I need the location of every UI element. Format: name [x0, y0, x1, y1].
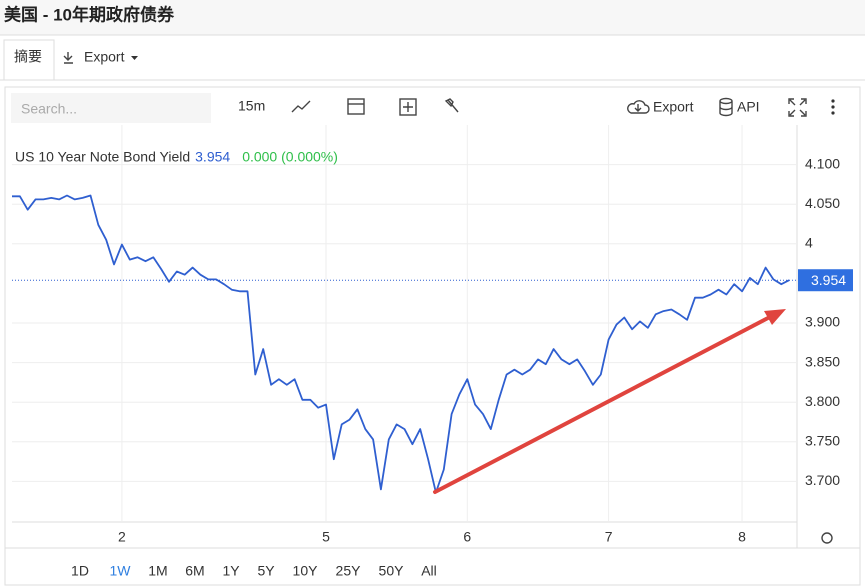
- line: [12, 194, 790, 494]
- cloud-icon[interactable]: [627, 100, 650, 114]
- calendar-icon[interactable]: [347, 98, 365, 115]
- y-tick-label: 3.800: [805, 393, 840, 409]
- wrench-icon[interactable]: [444, 98, 459, 113]
- range-button[interactable]: 1D: [71, 563, 89, 579]
- range-button[interactable]: 10Y: [293, 563, 319, 579]
- y-tick-label: 3.700: [805, 472, 840, 488]
- tab-summary-box[interactable]: [3, 39, 55, 81]
- x-tick-label: 2: [118, 529, 126, 545]
- x-tick-label: 6: [463, 529, 471, 545]
- search-box[interactable]: [11, 93, 211, 123]
- x-tick-label: 7: [605, 529, 613, 545]
- y-tick-label: 4.100: [805, 155, 840, 171]
- y-tick-label: 3.900: [805, 314, 840, 330]
- trend-arrow: [433, 316, 770, 494]
- menu-icon[interactable]: [831, 99, 835, 115]
- fullscreen-icon[interactable]: [788, 98, 807, 117]
- legend-last: 3.954: [195, 149, 230, 165]
- tab-summary[interactable]: 摘要: [14, 49, 42, 65]
- settings-icon[interactable]: [821, 532, 833, 544]
- range-button[interactable]: 6M: [185, 563, 204, 579]
- y-tick-label: 3.750: [805, 433, 840, 449]
- page-title: 美国 - 10年期政府债券: [4, 4, 175, 24]
- interval[interactable]: 15m: [238, 98, 265, 114]
- range-button[interactable]: 1W: [110, 563, 132, 579]
- chart-panel: [4, 86, 861, 586]
- x-tick-label: 8: [738, 529, 746, 545]
- last-price-badge: [798, 269, 853, 292]
- legend-name: US 10 Year Note Bond Yield: [15, 149, 190, 165]
- api-icon[interactable]: [719, 97, 733, 117]
- add-icon[interactable]: [399, 98, 417, 116]
- range-button[interactable]: All: [421, 563, 437, 579]
- title-bar: [0, 0, 865, 35]
- plus: [403, 102, 413, 112]
- range-button[interactable]: 50Y: [379, 563, 405, 579]
- search-placeholder[interactable]: Search...: [21, 101, 77, 117]
- caret: [131, 56, 138, 60]
- range-button[interactable]: 1Y: [222, 563, 240, 579]
- y-tick-label: 4: [805, 235, 813, 251]
- y-tick-label: 4.050: [805, 195, 840, 211]
- chart-type-icon[interactable]: [291, 100, 311, 113]
- range-button[interactable]: 1M: [148, 563, 167, 579]
- legend-change: 0.000 (0.000%): [242, 149, 338, 165]
- last-price-label: 3.954: [811, 272, 846, 288]
- download-icon: [63, 52, 73, 64]
- toolbar-api[interactable]: API: [737, 99, 760, 115]
- x-tick-label: 5: [322, 529, 330, 545]
- range-button[interactable]: 5Y: [257, 563, 275, 579]
- tab-export[interactable]: Export: [84, 49, 125, 65]
- toolbar-export[interactable]: Export: [653, 99, 694, 115]
- range-button[interactable]: 25Y: [336, 563, 362, 579]
- trend-arrow-head: [764, 309, 786, 325]
- y-tick-label: 3.850: [805, 353, 840, 369]
